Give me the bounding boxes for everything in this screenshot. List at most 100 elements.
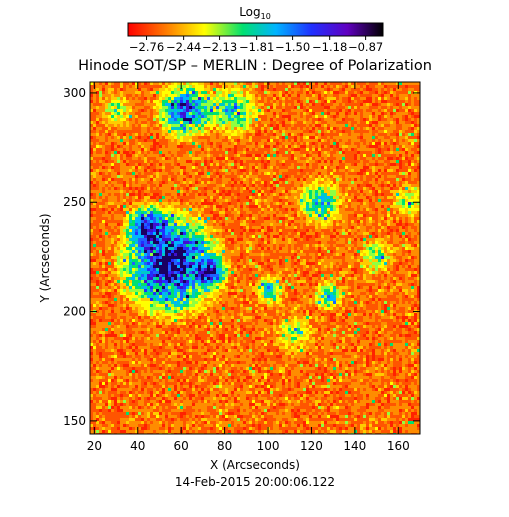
heatmap-cell (120, 160, 123, 163)
heatmap-cell (228, 160, 231, 163)
heatmap-cell (375, 181, 378, 184)
heatmap-cell (282, 148, 285, 151)
heatmap-cell (387, 109, 390, 112)
heatmap-cell (147, 91, 150, 94)
heatmap-cell (219, 154, 222, 157)
heatmap-cell (402, 166, 405, 169)
heatmap-cell (114, 175, 117, 178)
heatmap-cell (189, 136, 192, 139)
heatmap-cell (111, 109, 114, 112)
heatmap-cell (243, 136, 246, 139)
heatmap-cell (183, 184, 186, 187)
heatmap-cell (258, 115, 261, 118)
heatmap-cell (225, 190, 228, 193)
heatmap-cell (285, 145, 288, 148)
heatmap-cell (348, 154, 351, 157)
heatmap-cell (213, 163, 216, 166)
heatmap-cell (282, 127, 285, 130)
heatmap-cell (222, 196, 225, 199)
heatmap-cell (231, 175, 234, 178)
heatmap-cell (342, 205, 345, 208)
heatmap-cell (384, 133, 387, 136)
heatmap-cell (306, 148, 309, 151)
heatmap-cell (105, 100, 108, 103)
heatmap-cell (213, 91, 216, 94)
heatmap-cell (375, 88, 378, 91)
heatmap-cell (387, 193, 390, 196)
heatmap-cell (126, 217, 129, 220)
heatmap-cell (186, 202, 189, 205)
heatmap-cell (357, 169, 360, 172)
heatmap-cell (390, 157, 393, 160)
heatmap-cell (363, 214, 366, 217)
heatmap-cell (384, 97, 387, 100)
heatmap-cell (267, 169, 270, 172)
heatmap-cell (252, 157, 255, 160)
heatmap-cell (360, 175, 363, 178)
heatmap-cell (249, 106, 252, 109)
heatmap-cell (138, 160, 141, 163)
heatmap-cell (276, 139, 279, 142)
heatmap-cell (321, 100, 324, 103)
heatmap-cell (336, 139, 339, 142)
heatmap-cell (291, 208, 294, 211)
heatmap-cell (411, 112, 414, 115)
heatmap-cell (105, 130, 108, 133)
heatmap-cell (414, 187, 417, 190)
heatmap-cell (276, 160, 279, 163)
heatmap-cell (132, 202, 135, 205)
heatmap-cell (216, 139, 219, 142)
heatmap-cell (186, 142, 189, 145)
heatmap-cell (192, 97, 195, 100)
heatmap-cell (171, 208, 174, 211)
heatmap-cell (330, 199, 333, 202)
heatmap-cell (402, 169, 405, 172)
heatmap-cell (399, 175, 402, 178)
heatmap-cell (237, 160, 240, 163)
heatmap-cell (168, 196, 171, 199)
heatmap-cell (264, 142, 267, 145)
heatmap-cell (318, 112, 321, 115)
heatmap-cell (300, 121, 303, 124)
heatmap-cell (147, 115, 150, 118)
heatmap-cell (393, 124, 396, 127)
heatmap-cell (375, 103, 378, 106)
heatmap-cell (276, 109, 279, 112)
heatmap-cell (357, 130, 360, 133)
heatmap-cell (207, 157, 210, 160)
heatmap-cell (129, 157, 132, 160)
heatmap-cell (135, 193, 138, 196)
heatmap-cell (348, 121, 351, 124)
heatmap-cell (99, 148, 102, 151)
heatmap-cell (123, 115, 126, 118)
heatmap-cell (180, 148, 183, 151)
heatmap-cell (345, 91, 348, 94)
heatmap-cell (150, 148, 153, 151)
heatmap-cell (405, 208, 408, 211)
heatmap-cell (312, 91, 315, 94)
heatmap-cell (132, 187, 135, 190)
heatmap-cell (195, 148, 198, 151)
heatmap-cell (390, 163, 393, 166)
heatmap-cell (297, 202, 300, 205)
heatmap-cell (273, 133, 276, 136)
heatmap-cell (405, 124, 408, 127)
heatmap-cell (381, 169, 384, 172)
heatmap-cell (360, 172, 363, 175)
heatmap-cell (168, 205, 171, 208)
heatmap-cell (339, 214, 342, 217)
heatmap-cell (147, 205, 150, 208)
heatmap-cell (132, 139, 135, 142)
heatmap-cell (267, 91, 270, 94)
heatmap-cell (186, 97, 189, 100)
heatmap-cell (390, 139, 393, 142)
heatmap-cell (111, 136, 114, 139)
heatmap-cell (108, 205, 111, 208)
heatmap-cell (195, 196, 198, 199)
heatmap-cell (285, 181, 288, 184)
heatmap-cell (153, 106, 156, 109)
heatmap-cell (267, 175, 270, 178)
heatmap-cell (171, 133, 174, 136)
heatmap-cell (363, 190, 366, 193)
heatmap-cell (117, 103, 120, 106)
